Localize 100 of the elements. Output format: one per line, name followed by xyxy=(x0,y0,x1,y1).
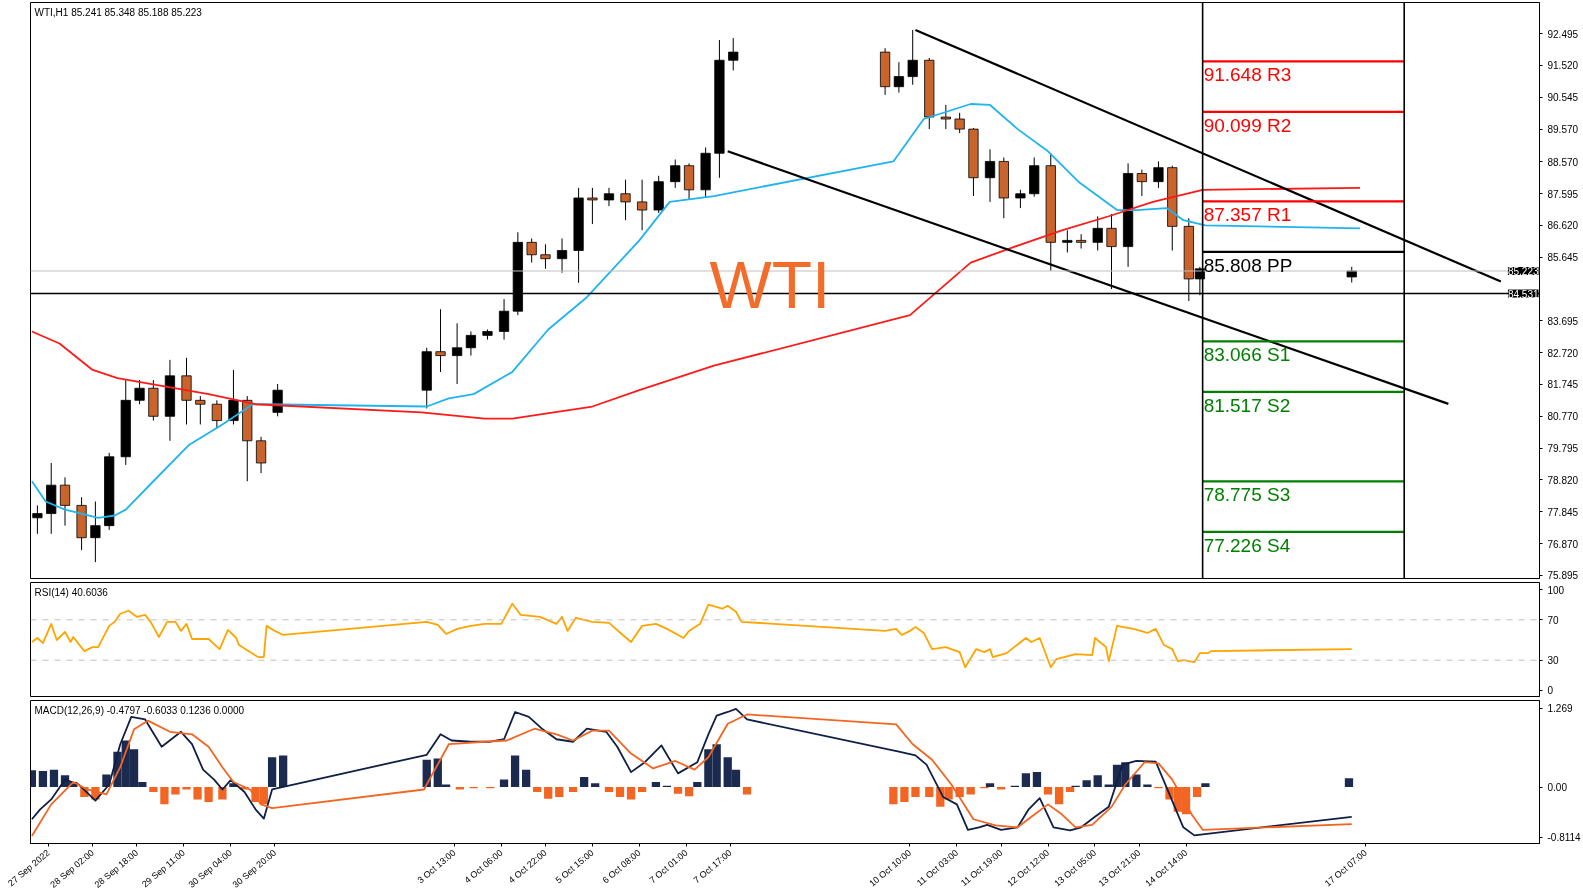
line-series xyxy=(30,103,1361,519)
bar xyxy=(684,787,694,797)
bar xyxy=(555,787,564,797)
annotation: 81.517 S2 xyxy=(1203,394,1291,416)
candlestick xyxy=(954,112,965,134)
candlestick xyxy=(435,308,446,373)
candlestick xyxy=(255,436,267,474)
y-tick-label: 91.520 xyxy=(1547,60,1579,72)
y-tick-label: 80.770 xyxy=(1547,411,1579,423)
candlestick xyxy=(1062,229,1073,253)
y-tick-label: 88.570 xyxy=(1547,156,1579,168)
candlestick xyxy=(893,61,904,94)
y-tick-label: 75.895 xyxy=(1547,570,1579,582)
y-tick-label: 92.495 xyxy=(1547,28,1579,40)
annotation: 83.066 S1 xyxy=(1203,344,1291,366)
bar xyxy=(1344,778,1354,788)
bar xyxy=(651,782,661,788)
y-tick-label: 100 xyxy=(1547,584,1565,596)
y-tick-label: 78.820 xyxy=(1547,474,1579,486)
bar xyxy=(568,787,578,792)
bar xyxy=(615,787,625,797)
candlestick xyxy=(1153,160,1164,189)
annotation: 77.226 S4 xyxy=(1203,534,1291,556)
candlestick xyxy=(90,500,101,563)
bar xyxy=(49,769,59,788)
y-tick-label: 76.870 xyxy=(1547,538,1579,550)
bar xyxy=(604,787,614,792)
candlestick xyxy=(637,179,648,231)
line-series xyxy=(30,186,1361,420)
candlestick xyxy=(587,187,598,225)
candlestick xyxy=(1136,169,1147,197)
y-tick-label: 30 xyxy=(1547,655,1560,667)
bar xyxy=(900,787,909,802)
candlestick xyxy=(195,395,206,425)
bar xyxy=(591,783,600,788)
candlestick xyxy=(907,29,918,86)
candlestick xyxy=(540,243,551,270)
chart-title: RSI(14) 40.6036 xyxy=(34,586,109,598)
bar xyxy=(30,770,37,788)
bar xyxy=(544,787,553,799)
candlestick xyxy=(1015,189,1026,209)
candlestick xyxy=(134,379,145,405)
bar xyxy=(1054,787,1064,805)
bar xyxy=(38,770,48,788)
y-tick-label: 0.00 xyxy=(1547,782,1568,794)
annotation: 85.808 PP xyxy=(1203,254,1293,276)
bar xyxy=(1192,787,1202,797)
candlestick xyxy=(59,476,71,527)
bar xyxy=(160,787,169,805)
y-tick-label: 87.595 xyxy=(1547,188,1579,200)
annotation: 78.775 S3 xyxy=(1203,484,1291,506)
candlestick xyxy=(211,399,222,430)
bar xyxy=(1065,787,1075,792)
y-tick-label: 85.645 xyxy=(1547,252,1579,264)
y-tick-label: 83.695 xyxy=(1547,315,1579,327)
bar xyxy=(966,787,975,795)
candlestick xyxy=(728,37,739,71)
candlestick xyxy=(1106,213,1117,290)
bar xyxy=(279,755,288,788)
candlestick xyxy=(498,298,510,341)
bar xyxy=(637,787,647,792)
candlestick xyxy=(620,179,631,221)
bar xyxy=(1201,783,1210,788)
candlestick xyxy=(940,104,951,130)
bar xyxy=(579,777,589,788)
bar xyxy=(171,787,180,795)
y-tick-label: 79.795 xyxy=(1547,443,1579,455)
bar xyxy=(925,787,934,797)
chart-title: WTI,H1 85.241 85.348 85.188 85.223 xyxy=(34,6,203,18)
candlestick xyxy=(526,237,537,264)
bar xyxy=(1032,772,1042,788)
candlestick xyxy=(1092,215,1103,252)
y-tick-label: 1.269 xyxy=(1547,703,1573,715)
annotation: 91.648 R3 xyxy=(1203,64,1292,86)
ref-line-label: 85.223 xyxy=(1507,265,1539,277)
y-tick-label: 90.545 xyxy=(1547,92,1579,104)
bar xyxy=(521,769,531,788)
bar xyxy=(149,787,158,792)
bar xyxy=(533,787,542,792)
candlestick xyxy=(603,187,615,207)
bar xyxy=(985,783,995,788)
y-tick-label: 70 xyxy=(1547,614,1560,626)
bar xyxy=(218,787,227,800)
y-tick-label: -0.8114 xyxy=(1547,832,1582,844)
y-tick-label: 86.620 xyxy=(1547,220,1579,232)
bar xyxy=(193,787,202,800)
bar xyxy=(889,787,898,805)
bar xyxy=(673,787,683,794)
bar xyxy=(626,787,636,800)
ref-line-label: 84.531 xyxy=(1507,288,1539,300)
bar xyxy=(267,757,277,788)
candlestick xyxy=(272,383,283,417)
bar xyxy=(693,782,702,788)
candlestick xyxy=(556,237,568,274)
candlestick xyxy=(452,322,463,385)
bar xyxy=(204,787,213,802)
y-tick-label: 81.745 xyxy=(1547,379,1579,391)
annotation: 87.357 R1 xyxy=(1203,204,1292,226)
y-tick-label: 82.720 xyxy=(1547,347,1579,359)
bar xyxy=(742,787,752,795)
